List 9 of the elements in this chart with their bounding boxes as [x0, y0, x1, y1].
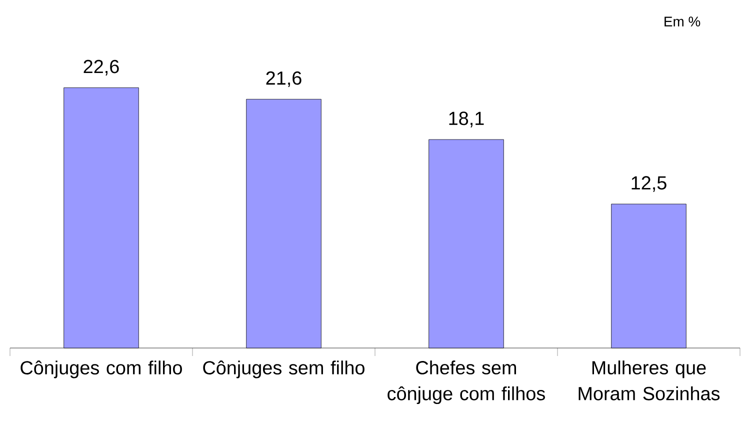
- data-label: 18,1: [449, 112, 484, 128]
- data-label: 21,6: [266, 71, 302, 87]
- text: Em %: [664, 16, 700, 26]
- x-tick-label: Mulheres que Moram Sozinhas: [578, 360, 720, 400]
- x-tick-label: Cônjuges sem filho: [203, 360, 364, 378]
- data-label: 12,5: [632, 176, 666, 192]
- x-tick-label: Chefes sem cônjuge com filhos: [388, 360, 545, 404]
- x-tick-label: Cônjuges com filho: [20, 360, 182, 378]
- data-label: 22,6: [84, 60, 119, 76]
